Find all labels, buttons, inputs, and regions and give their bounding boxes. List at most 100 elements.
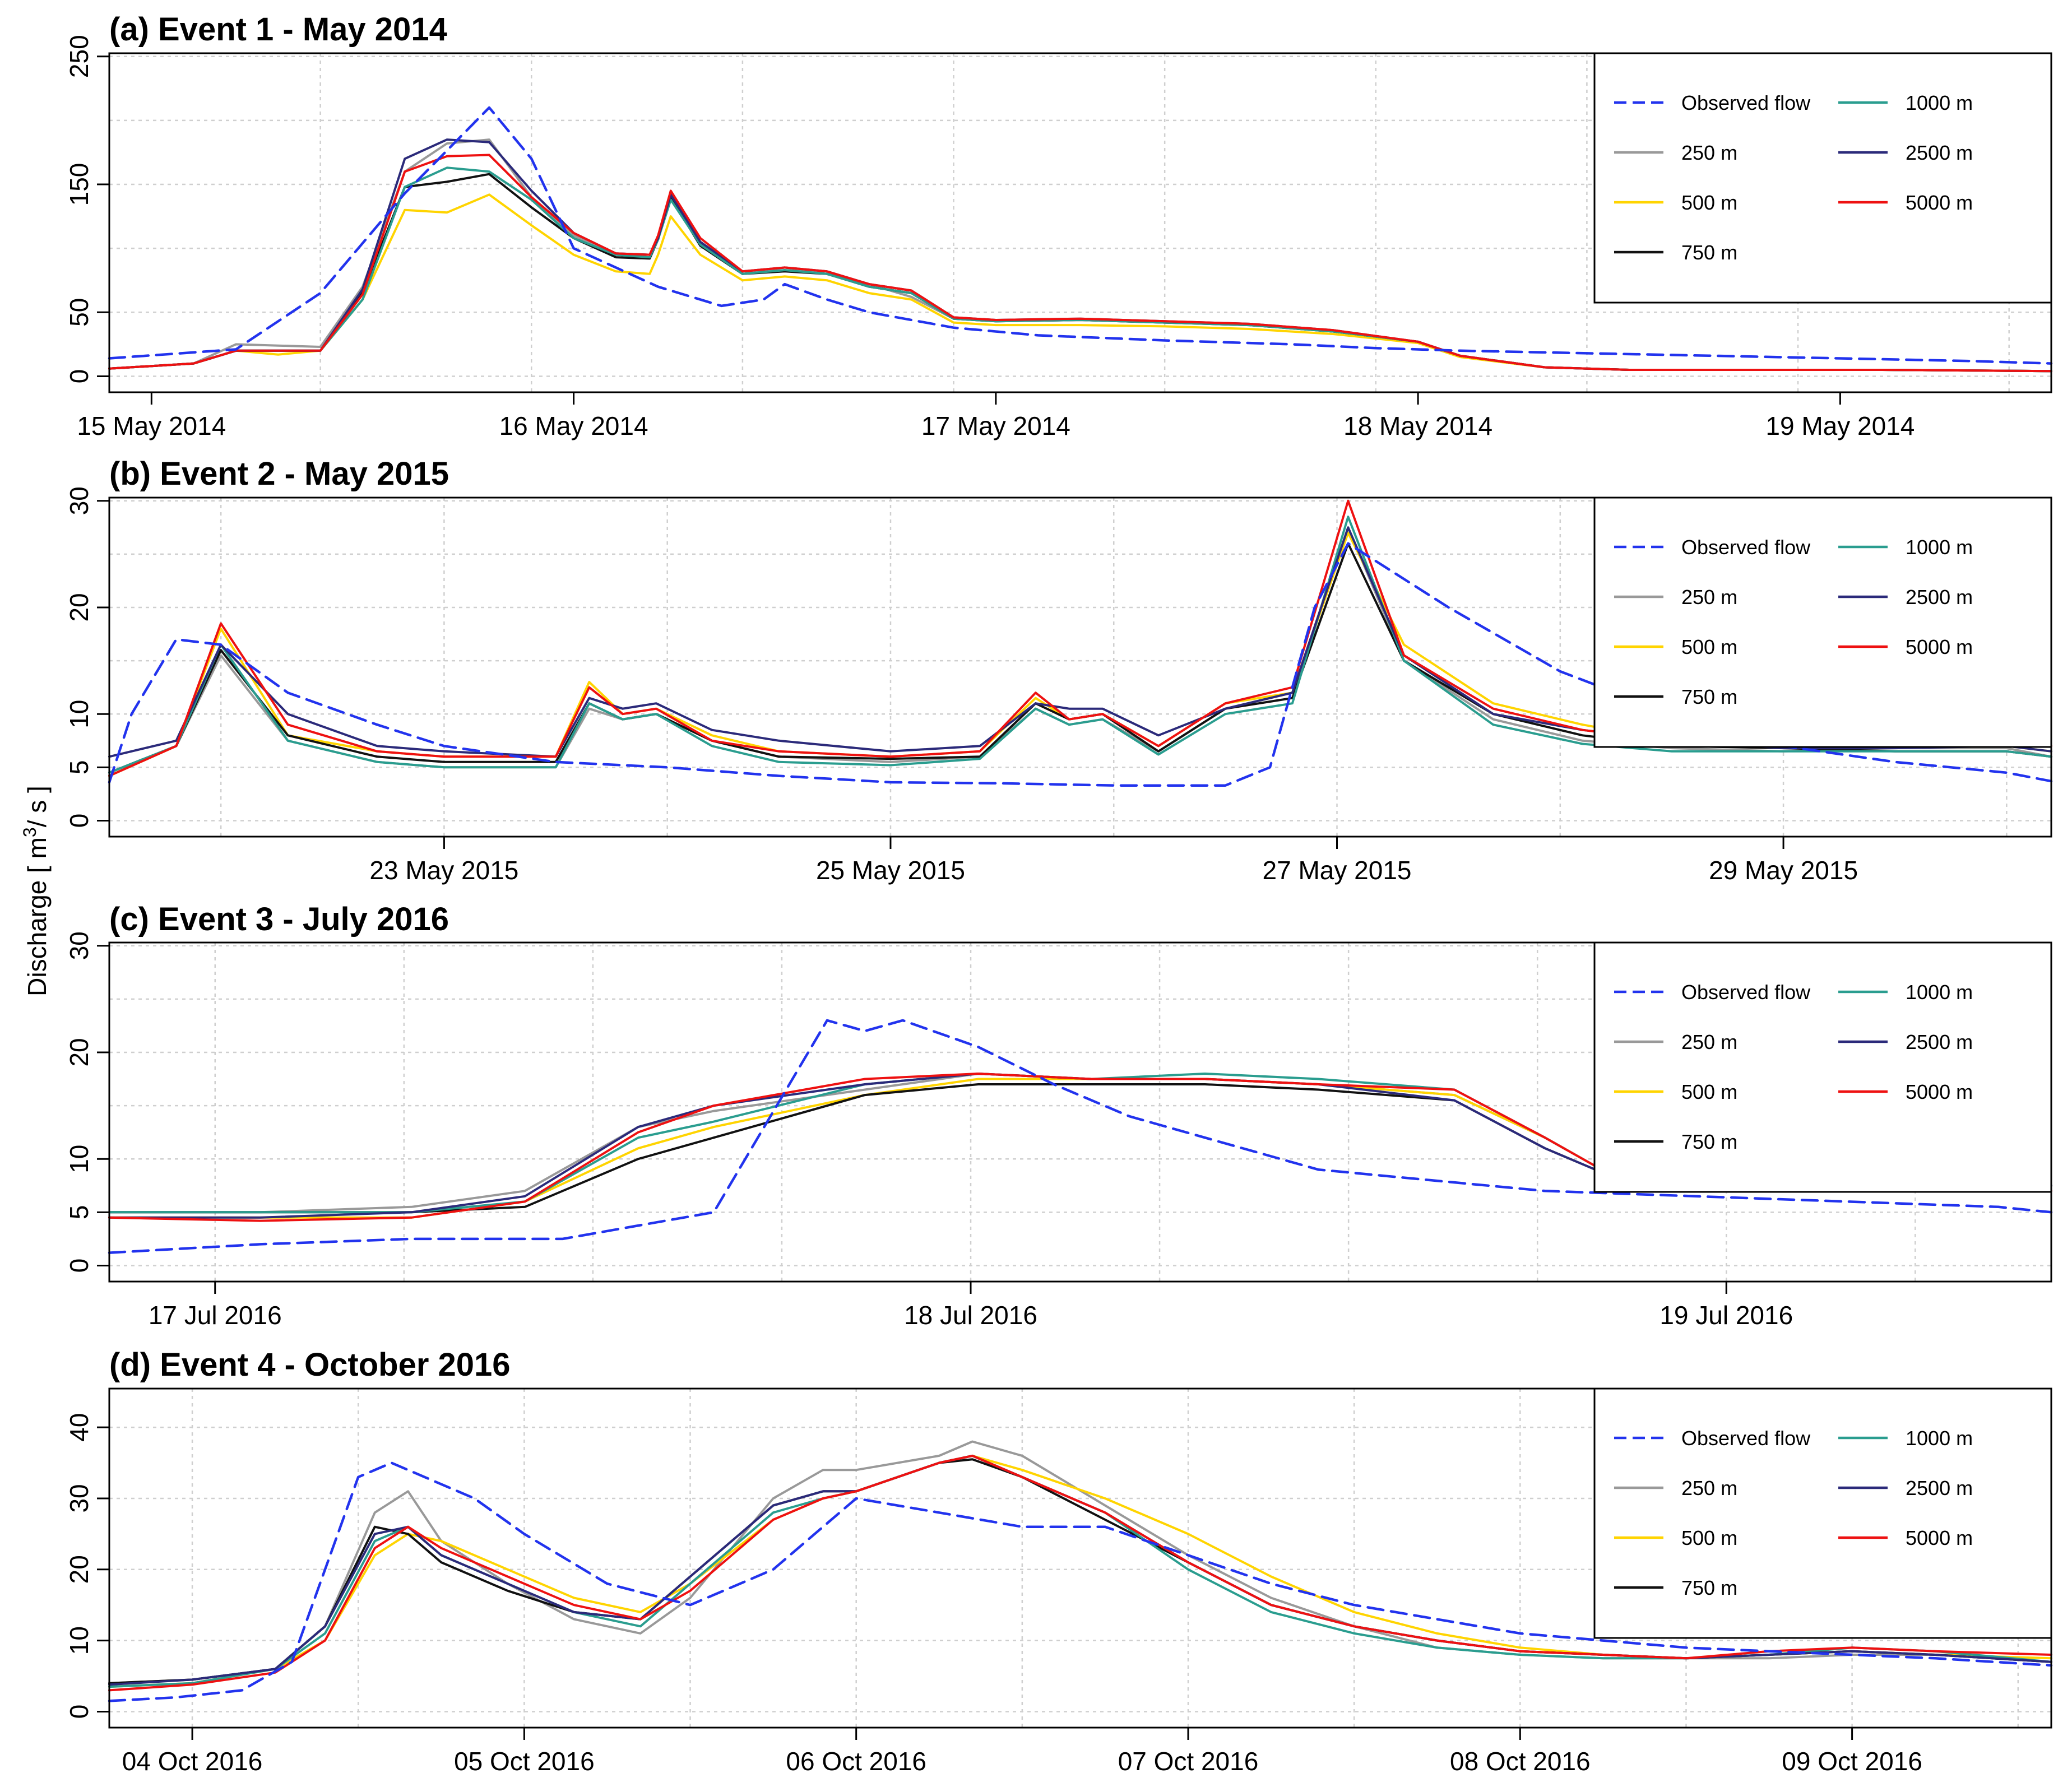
x-tick-label-d-1: 05 Oct 2016 [454,1747,595,1776]
legend-label-c-750-m: 750 m [1681,1130,1737,1153]
legend-label-a-2500-m: 2500 m [1906,141,1973,164]
y-tick-label-d-10: 10 [64,1626,94,1655]
panel-title-b: (b) Event 2 - May 2015 [109,456,449,492]
panel-title-d: (d) Event 4 - October 2016 [109,1347,511,1383]
legend-label-a-250-m: 250 m [1681,141,1737,164]
legend-label-b-5000-m: 5000 m [1906,635,1973,658]
x-tick-label-b-1: 25 May 2015 [816,856,965,885]
legend-label-c-observed-flow: Observed flow [1681,981,1811,1004]
panel-c: (c) Event 3 - July 2016 0 5 10 20 30 17 Jul … [64,901,2053,1330]
x-tick-label-c-0: 17 Jul 2016 [149,1301,282,1330]
y-tick-label-c-20: 20 [64,1038,94,1066]
legend-box-d [1593,1387,2052,1639]
y-axis-label-main: Discharge [ m [22,837,52,996]
x-ticks-d: 04 Oct 2016 05 Oct 2016 06 Oct 2016 07 Oct … [122,1728,1922,1776]
y-tick-label-d-0: 0 [64,1705,94,1719]
series-c [108,1019,2053,1254]
y-tick-label-c-10: 10 [64,1145,94,1173]
y-tick-label-b-5: 5 [64,760,94,775]
x-ticks-a: 15 May 2014 16 May 2014 17 May 2014 18 May … [77,392,1915,440]
x-tick-label-b-2: 27 May 2015 [1263,856,1412,885]
legend-a: Observed flow 1000 m 250 m 2500 m 500 m 5000 … [1593,52,2052,304]
legend-label-d-1000-m: 1000 m [1906,1427,1973,1450]
legend-d: Observed flow 1000 m 250 m 2500 m 500 m 5000 … [1593,1387,2052,1639]
legend-label-a-observed-flow: Observed flow [1681,91,1811,114]
legend-label-d-observed-flow: Observed flow [1681,1427,1811,1450]
x-tick-label-b-0: 23 May 2015 [369,856,518,885]
legend-label-c-2500-m: 2500 m [1906,1031,1973,1053]
series-d [108,1440,2053,1702]
x-tick-label-a-3: 18 May 2014 [1343,411,1492,440]
legend-label-c-500-m: 500 m [1681,1080,1737,1103]
y-ticks-d: 0 10 20 30 40 [64,1413,109,1719]
legend-label-d-5000-m: 5000 m [1906,1526,1973,1549]
x-tick-label-b-3: 29 May 2015 [1709,856,1858,885]
y-tick-label-d-30: 30 [64,1484,94,1512]
legend-label-b-750-m: 750 m [1681,685,1737,708]
legend-label-b-500-m: 500 m [1681,635,1737,658]
y-tick-label-a-150: 150 [64,163,94,206]
y-tick-label-a-0: 0 [64,369,94,384]
legend-label-a-1000-m: 1000 m [1906,91,1973,114]
y-tick-label-b-20: 20 [64,593,94,621]
series-line-d-5000-m [108,1454,2052,1692]
legend-label-d-2500-m: 2500 m [1906,1477,1973,1500]
x-tick-label-d-4: 08 Oct 2016 [1450,1747,1591,1776]
x-tick-label-c-2: 19 Jul 2016 [1660,1301,1793,1330]
legend-label-d-250-m: 250 m [1681,1477,1737,1500]
y-tick-label-c-5: 5 [64,1205,94,1220]
legend-label-b-1000-m: 1000 m [1906,536,1973,559]
panel-title-c: (c) Event 3 - July 2016 [109,901,449,937]
legend-label-a-5000-m: 5000 m [1906,191,1973,214]
y-tick-label-a-250: 250 [64,35,94,78]
y-axis-label: Discharge [ m3/ s ] [20,786,52,996]
y-tick-label-b-0: 0 [64,814,94,828]
x-tick-label-d-3: 07 Oct 2016 [1118,1747,1259,1776]
legend-label-b-observed-flow: Observed flow [1681,536,1811,559]
x-tick-label-c-1: 18 Jul 2016 [904,1301,1037,1330]
legend-label-a-750-m: 750 m [1681,241,1737,264]
legend-label-a-500-m: 500 m [1681,191,1737,214]
y-tick-label-b-10: 10 [64,700,94,728]
x-tick-label-a-0: 15 May 2014 [77,411,226,440]
series-a [108,106,2053,373]
legend-label-d-500-m: 500 m [1681,1526,1737,1549]
y-ticks-b: 0 5 10 20 30 [64,486,109,828]
panel-a: (a) Event 1 - May 2014 0 50 150 250 15 May … [64,11,2053,440]
legend-label-b-2500-m: 2500 m [1906,586,1973,609]
legend-box-a [1593,52,2052,304]
legend-label-c-1000-m: 1000 m [1906,981,1973,1004]
legend-c: Observed flow 1000 m 250 m 2500 m 500 m 5000 … [1593,941,2052,1193]
y-axis-label-sup: 3 [20,827,40,837]
legend-box-c [1593,941,2052,1193]
y-ticks-a: 0 50 150 250 [64,35,109,383]
x-ticks-c: 17 Jul 2016 18 Jul 2016 19 Jul 2016 [149,1282,1793,1330]
series-line-a-5000-m [108,154,2052,373]
series-line-c-observed-flow [108,1019,2053,1254]
series-line-d-observed-flow [108,1461,2053,1702]
y-tick-label-a-50: 50 [64,298,94,327]
x-ticks-b: 23 May 2015 25 May 2015 27 May 2015 29 May … [369,837,1858,885]
legend-box-b [1593,496,2052,748]
panel-title-a: (a) Event 1 - May 2014 [109,11,447,48]
y-tick-label-b-30: 30 [64,486,94,515]
panel-b: (b) Event 2 - May 2015 0 5 10 20 30 23 May 2… [64,456,2053,885]
series-line-a-observed-flow [108,106,2053,365]
series-line-c-5000-m [108,1073,2052,1222]
legend-label-b-250-m: 250 m [1681,586,1737,609]
y-ticks-c: 0 5 10 20 30 [64,931,109,1273]
y-tick-label-d-20: 20 [64,1555,94,1584]
legend-label-c-250-m: 250 m [1681,1031,1737,1053]
x-tick-label-d-0: 04 Oct 2016 [122,1747,263,1776]
x-tick-label-d-2: 06 Oct 2016 [786,1747,926,1776]
y-axis-label-end: / s ] [22,786,52,827]
y-tick-label-c-0: 0 [64,1259,94,1273]
x-tick-label-a-2: 17 May 2014 [921,411,1070,440]
x-tick-label-d-5: 09 Oct 2016 [1782,1747,1922,1776]
legend-b: Observed flow 1000 m 250 m 2500 m 500 m 5000 … [1593,496,2052,748]
y-tick-label-d-40: 40 [64,1413,94,1442]
panel-d: (d) Event 4 - October 2016 0 10 20 30 40 04 … [64,1347,2053,1776]
y-tick-label-c-30: 30 [64,931,94,960]
x-tick-label-a-4: 19 May 2014 [1765,411,1915,440]
